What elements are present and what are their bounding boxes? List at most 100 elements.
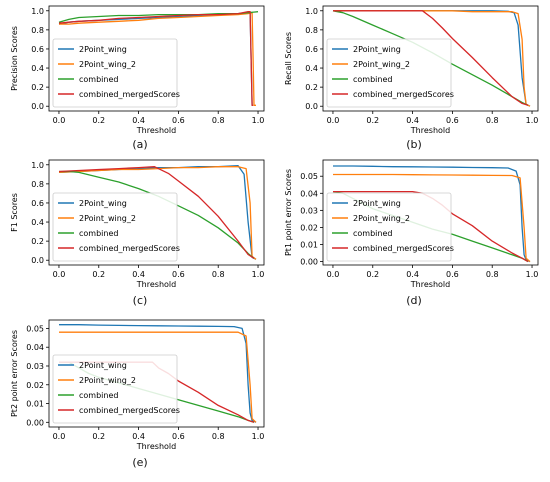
- y-tick-label: 0.0: [305, 102, 318, 111]
- plot-frame: [48, 159, 265, 266]
- legend-label: combined: [353, 229, 392, 238]
- x-tick-label: 0.8: [486, 270, 499, 279]
- chart-panel: 0.0 0.2 0.4 0.6 0.8 1.0 0.0 0.2 0.4 0.6 0.8 1.0 Thre…: [10, 159, 265, 307]
- plot-frame: [48, 319, 265, 428]
- y-tick-label: 0.6: [31, 199, 44, 208]
- y-tick-label: 1.0: [31, 7, 44, 16]
- series-line: [333, 10, 529, 106]
- x-tick-label: 0.4: [132, 270, 145, 279]
- x-tick-label: 1.0: [526, 116, 539, 125]
- chart-panel: 0.0 0.2 0.4 0.6 0.8 1.0 0.00 0.01 0.02 0.03 0.04 0.…: [284, 159, 539, 307]
- y-tick-label: 0.01: [26, 400, 44, 409]
- x-tick-label: 0.6: [446, 270, 459, 279]
- legend-label: 2Point_wing_2: [79, 376, 136, 385]
- legend-box: [52, 38, 178, 108]
- y-tick-label: 0.8: [31, 180, 44, 189]
- y-tick-label: 0.00: [26, 418, 44, 427]
- y-tick-label: 0.00: [300, 258, 318, 267]
- series-line: [59, 12, 256, 106]
- y-tick-label: 0.4: [31, 218, 44, 227]
- y-tick-label: 0.6: [305, 45, 318, 54]
- x-axis-label: Threshold: [410, 126, 450, 135]
- y-tick-label: 0.02: [300, 223, 318, 232]
- y-tick-label: 0.03: [300, 206, 318, 215]
- y-tick-label: 0.04: [300, 189, 318, 198]
- plot-frame: [48, 5, 265, 112]
- y-tick-label: 0.6: [31, 45, 44, 54]
- panel-caption: (e): [132, 456, 147, 469]
- y-tick-label: 0.05: [300, 172, 318, 181]
- y-tick-label: 0.02: [26, 381, 44, 390]
- x-axis-label: Threshold: [136, 280, 176, 289]
- x-tick-label: 0.6: [172, 432, 185, 441]
- legend-label: 2Point_wing: [79, 199, 127, 208]
- x-tick-label: 1.0: [526, 270, 539, 279]
- series-line: [333, 165, 531, 263]
- panel-caption: (c): [133, 294, 148, 307]
- series-line: [58, 166, 257, 260]
- x-tick-label: 0.0: [327, 270, 340, 279]
- y-tick-label: 0.01: [300, 241, 318, 250]
- legend-box: [326, 192, 452, 262]
- legend-box: [326, 38, 452, 108]
- series-line: [59, 331, 257, 423]
- legend-label: 2Point_wing_2: [353, 214, 410, 223]
- x-tick-label: 1.0: [252, 432, 265, 441]
- x-tick-label: 1.0: [252, 270, 265, 279]
- x-tick-label: 0.4: [132, 116, 145, 125]
- x-tick-label: 0.8: [212, 270, 225, 279]
- y-tick-label: 0.2: [31, 237, 44, 246]
- x-tick-label: 0.2: [92, 270, 105, 279]
- x-tick-label: 0.6: [172, 116, 185, 125]
- x-tick-label: 0.4: [406, 116, 419, 125]
- y-tick-label: 0.4: [31, 64, 44, 73]
- legend-label: 2Point_wing_2: [79, 60, 136, 69]
- legend-label: combined: [79, 391, 118, 400]
- legend-label: combined: [79, 75, 118, 84]
- legend-label: 2Point_wing: [353, 45, 401, 54]
- x-tick-label: 0.2: [92, 116, 105, 125]
- legend-label: combined: [79, 229, 118, 238]
- x-tick-label: 0.8: [212, 116, 225, 125]
- y-tick-label: 1.0: [31, 161, 44, 170]
- x-tick-label: 0.2: [366, 270, 379, 279]
- plot-frame: [322, 159, 539, 266]
- y-tick-label: 0.0: [31, 256, 44, 265]
- y-axis-label: Recall Scores: [284, 32, 293, 85]
- y-tick-label: 0.8: [305, 26, 318, 35]
- legend-label: 2Point_wing: [353, 199, 401, 208]
- legend-label: combined_mergedScores: [353, 90, 454, 99]
- x-axis-label: Threshold: [136, 442, 176, 451]
- y-tick-label: 0.0: [31, 102, 44, 111]
- plot-frame: [322, 5, 539, 112]
- series-line: [58, 11, 254, 106]
- x-tick-label: 0.8: [212, 432, 225, 441]
- x-tick-label: 0.0: [327, 116, 340, 125]
- y-axis-label: Pt1 point error Scores: [284, 169, 293, 256]
- y-tick-label: 0.4: [305, 64, 318, 73]
- chart-panel: 0.0 0.2 0.4 0.6 0.8 1.0 0.00 0.01 0.02 0.03 0.04 0.…: [10, 319, 265, 469]
- legend-label: combined_mergedScores: [79, 406, 180, 415]
- y-tick-label: 1.0: [305, 7, 318, 16]
- x-tick-label: 0.6: [446, 116, 459, 125]
- series-line: [333, 173, 531, 263]
- legend-label: 2Point_wing_2: [353, 60, 410, 69]
- y-tick-label: 0.8: [31, 26, 44, 35]
- legend-label: combined_mergedScores: [79, 90, 180, 99]
- y-axis-label: Pt2 point error Scores: [10, 330, 19, 417]
- series-line: [59, 324, 257, 423]
- series-line: [58, 166, 255, 259]
- x-tick-label: 1.0: [252, 116, 265, 125]
- x-tick-label: 0.2: [92, 432, 105, 441]
- x-axis-label: Threshold: [410, 280, 450, 289]
- y-axis-label: Precision Scores: [10, 26, 19, 91]
- legend-label: 2Point_wing: [79, 361, 127, 370]
- legend-label: combined_mergedScores: [79, 244, 180, 253]
- x-tick-label: 0.2: [366, 116, 379, 125]
- x-axis-label: Threshold: [136, 126, 176, 135]
- x-tick-label: 0.6: [172, 270, 185, 279]
- legend-label: combined_mergedScores: [353, 244, 454, 253]
- chart-panel: 0.0 0.2 0.4 0.6 0.8 1.0 0.0 0.2 0.4 0.6 0.8 1.0 Thre…: [284, 5, 539, 151]
